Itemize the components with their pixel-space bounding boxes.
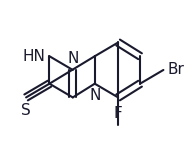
Text: F: F [114,106,122,121]
Text: HN: HN [22,49,45,64]
Text: Br: Br [168,62,184,78]
Text: N: N [67,51,78,66]
Text: S: S [21,103,31,118]
Text: N: N [89,88,100,103]
